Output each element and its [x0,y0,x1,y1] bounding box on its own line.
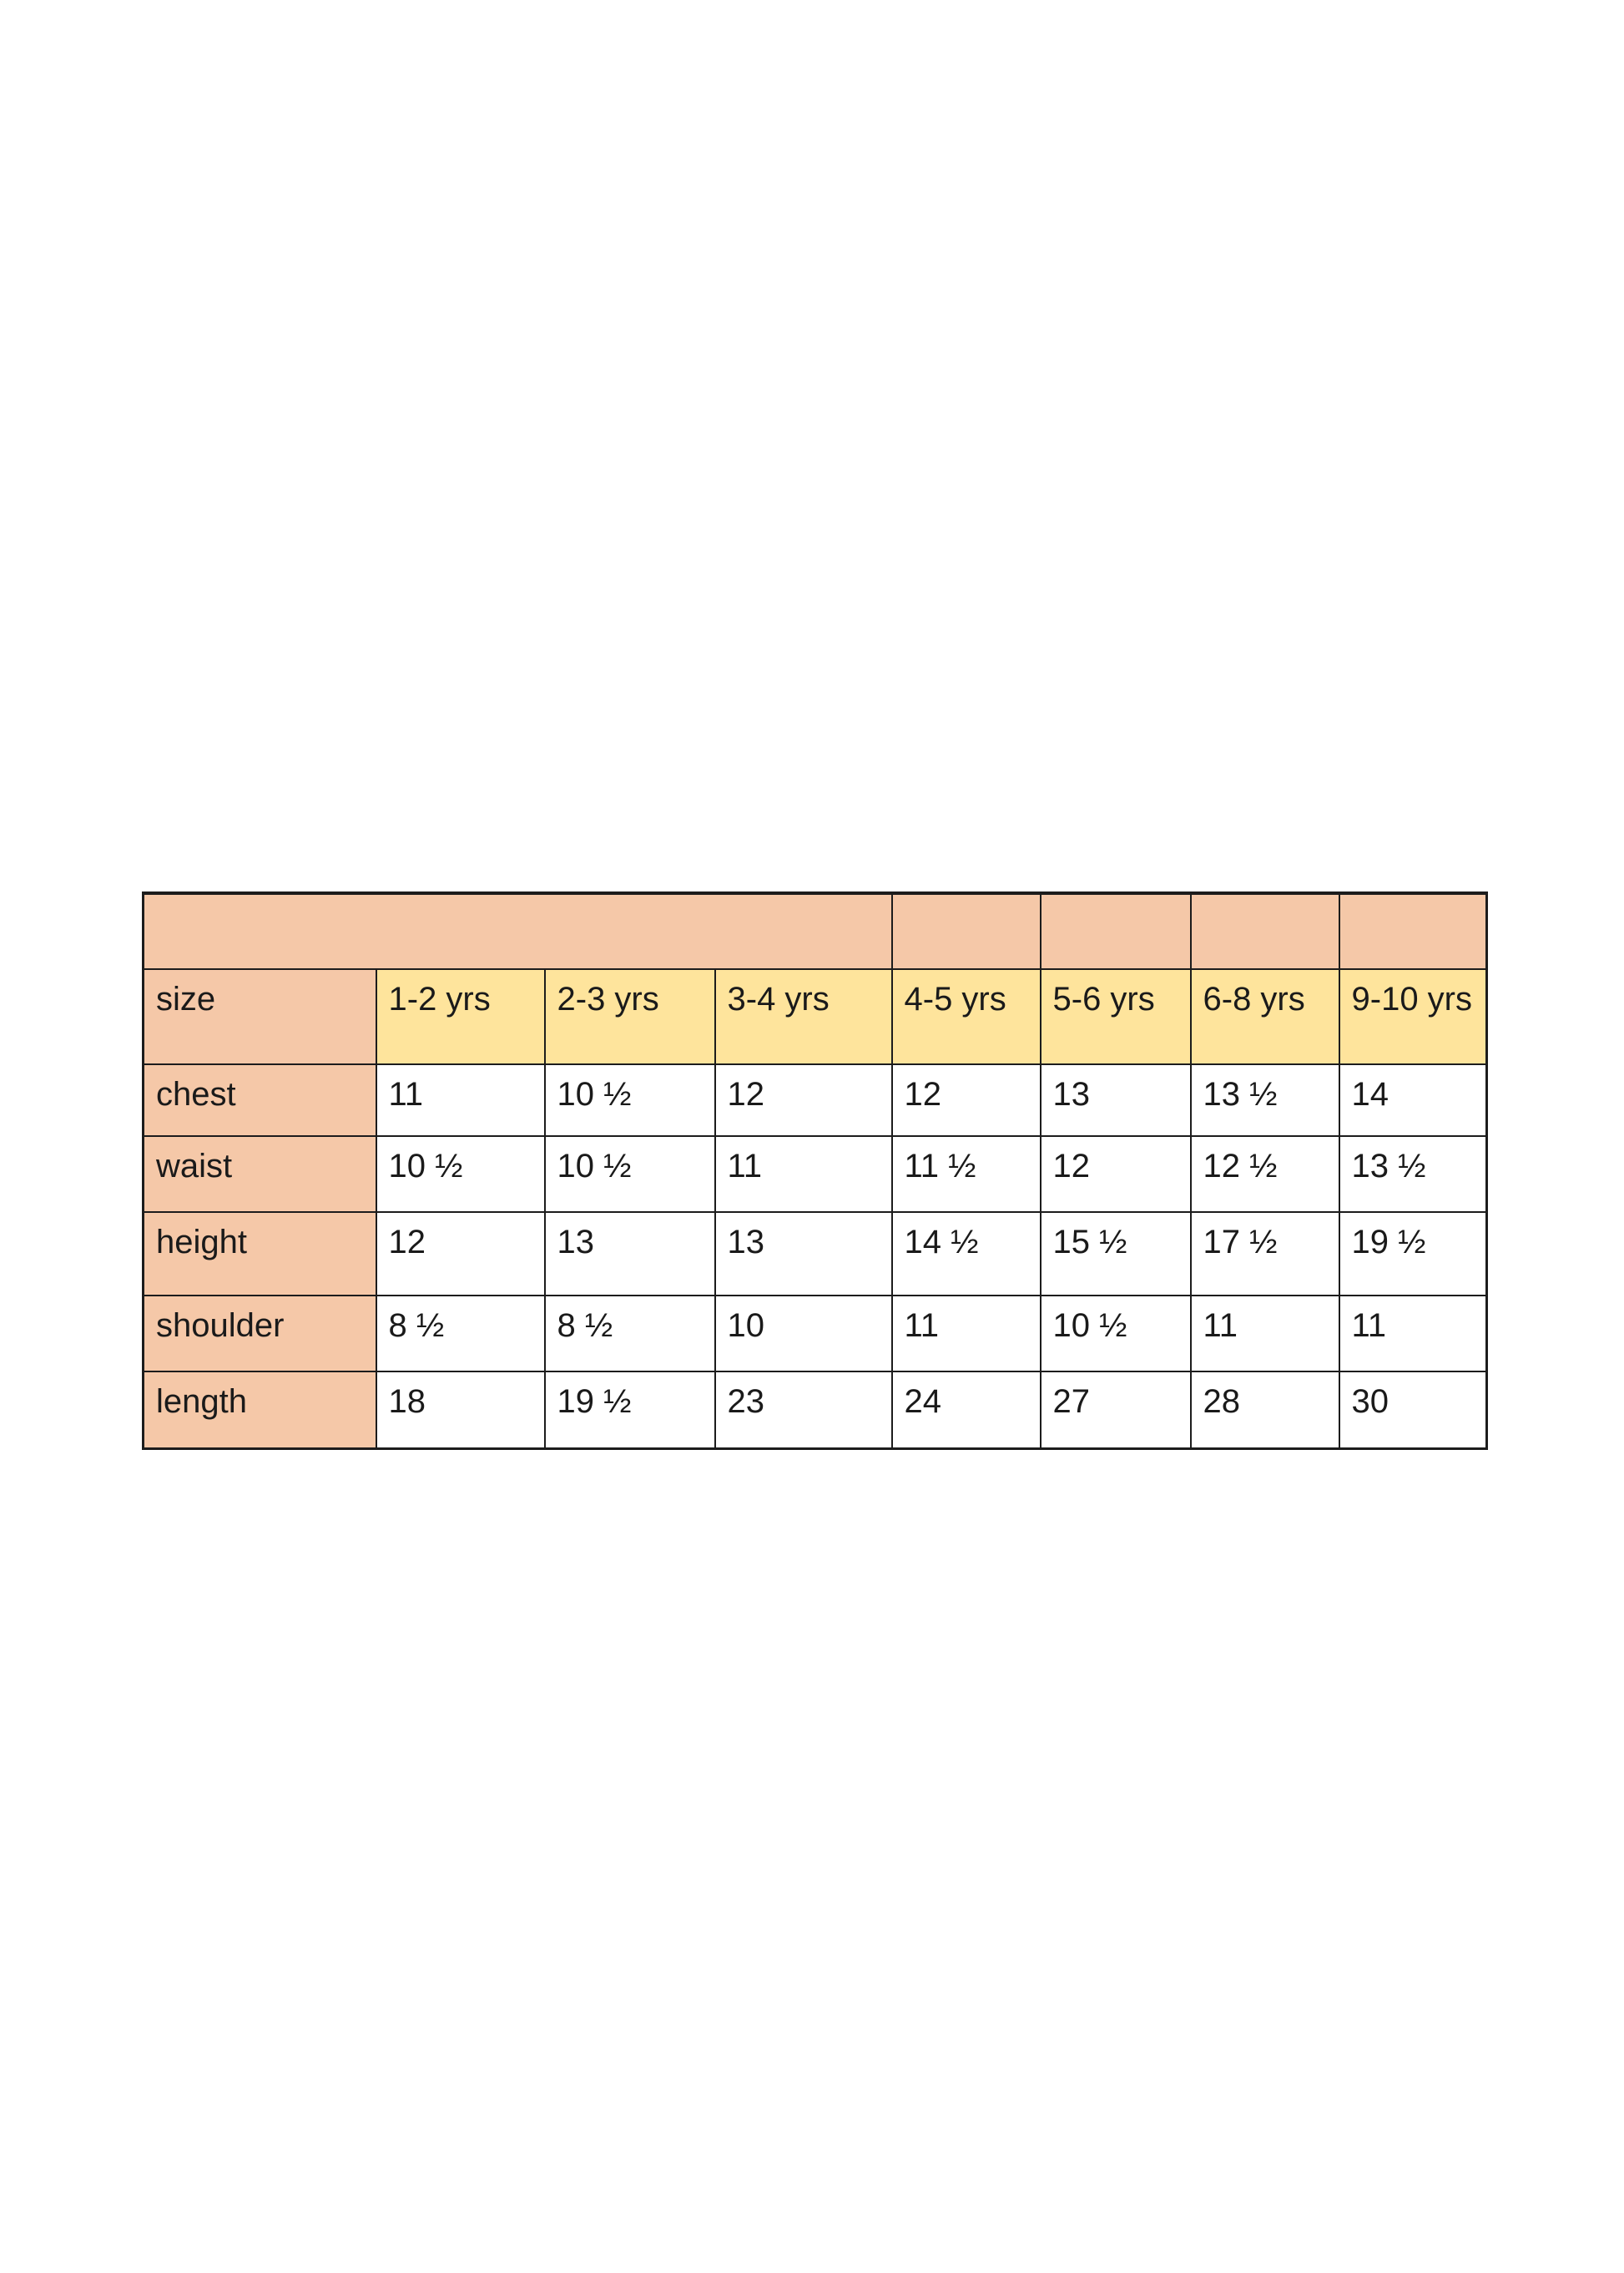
table-row-shoulder: shoulder 8 ½ 8 ½ 10 11 10 ½ 11 11 [142,1295,1488,1372]
row-label-shoulder: shoulder [142,1295,377,1372]
cell-height-6-8yrs: 17 ½ [1189,1211,1340,1296]
top-empty-cell [1039,892,1192,970]
col-header-9-10yrs: 9-10 yrs [1338,968,1488,1065]
cell-length-9-10yrs: 30 [1338,1371,1488,1450]
size-chart: size 1-2 yrs 2-3 yrs 3-4 yrs 4-5 yrs 5-6… [142,892,1488,1450]
table-row-top [142,892,1488,970]
cell-shoulder-3-4yrs: 10 [714,1295,893,1372]
top-empty-cell [1338,892,1488,970]
cell-chest-2-3yrs: 10 ½ [543,1063,716,1137]
col-header-3-4yrs: 3-4 yrs [714,968,893,1065]
row-label-waist: waist [142,1135,377,1213]
cell-waist-5-6yrs: 12 [1039,1135,1192,1213]
cell-waist-9-10yrs: 13 ½ [1338,1135,1488,1213]
cell-chest-9-10yrs: 14 [1338,1063,1488,1137]
top-empty-cell [890,892,1041,970]
cell-waist-4-5yrs: 11 ½ [890,1135,1041,1213]
top-merged-empty-cell [142,892,893,970]
cell-length-2-3yrs: 19 ½ [543,1371,716,1450]
col-header-6-8yrs: 6-8 yrs [1189,968,1340,1065]
cell-length-3-4yrs: 23 [714,1371,893,1450]
size-header-cell: size [142,968,377,1065]
cell-height-1-2yrs: 12 [375,1211,546,1296]
cell-height-2-3yrs: 13 [543,1211,716,1296]
size-chart-table: size 1-2 yrs 2-3 yrs 3-4 yrs 4-5 yrs 5-6… [142,892,1488,1450]
cell-length-5-6yrs: 27 [1039,1371,1192,1450]
row-label-chest: chest [142,1063,377,1137]
cell-length-1-2yrs: 18 [375,1371,546,1450]
cell-chest-3-4yrs: 12 [714,1063,893,1137]
table-row-chest: chest 11 10 ½ 12 12 13 13 ½ 14 [142,1063,1488,1137]
cell-shoulder-9-10yrs: 11 [1338,1295,1488,1372]
row-label-height: height [142,1211,377,1296]
cell-chest-6-8yrs: 13 ½ [1189,1063,1340,1137]
cell-shoulder-1-2yrs: 8 ½ [375,1295,546,1372]
cell-height-4-5yrs: 14 ½ [890,1211,1041,1296]
cell-length-6-8yrs: 28 [1189,1371,1340,1450]
row-label-length: length [142,1371,377,1450]
cell-shoulder-2-3yrs: 8 ½ [543,1295,716,1372]
cell-shoulder-5-6yrs: 10 ½ [1039,1295,1192,1372]
cell-waist-2-3yrs: 10 ½ [543,1135,716,1213]
cell-shoulder-6-8yrs: 11 [1189,1295,1340,1372]
table-row-height: height 12 13 13 14 ½ 15 ½ 17 ½ 19 ½ [142,1211,1488,1296]
table-row-header: size 1-2 yrs 2-3 yrs 3-4 yrs 4-5 yrs 5-6… [142,968,1488,1065]
table-row-waist: waist 10 ½ 10 ½ 11 11 ½ 12 12 ½ 13 ½ [142,1135,1488,1213]
col-header-4-5yrs: 4-5 yrs [890,968,1041,1065]
cell-chest-5-6yrs: 13 [1039,1063,1192,1137]
cell-height-3-4yrs: 13 [714,1211,893,1296]
cell-waist-1-2yrs: 10 ½ [375,1135,546,1213]
col-header-2-3yrs: 2-3 yrs [543,968,716,1065]
cell-height-5-6yrs: 15 ½ [1039,1211,1192,1296]
top-empty-cell [1189,892,1340,970]
cell-chest-1-2yrs: 11 [375,1063,546,1137]
cell-waist-3-4yrs: 11 [714,1135,893,1213]
col-header-5-6yrs: 5-6 yrs [1039,968,1192,1065]
cell-shoulder-4-5yrs: 11 [890,1295,1041,1372]
cell-length-4-5yrs: 24 [890,1371,1041,1450]
cell-waist-6-8yrs: 12 ½ [1189,1135,1340,1213]
cell-height-9-10yrs: 19 ½ [1338,1211,1488,1296]
col-header-1-2yrs: 1-2 yrs [375,968,546,1065]
table-row-length: length 18 19 ½ 23 24 27 28 30 [142,1371,1488,1450]
cell-chest-4-5yrs: 12 [890,1063,1041,1137]
